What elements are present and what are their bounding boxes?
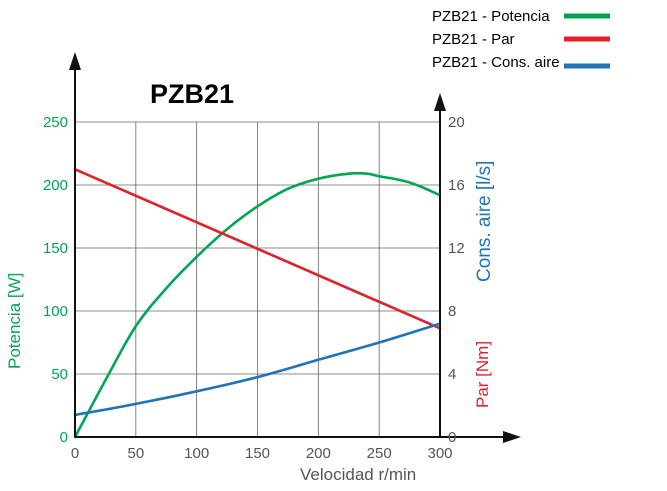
x-tick-label: 250 bbox=[367, 445, 392, 462]
legend-label-par: PZB21 - Par bbox=[432, 31, 515, 48]
right-y-tick-label: 8 bbox=[448, 303, 456, 320]
x-tick-label: 0 bbox=[71, 445, 79, 462]
legend: PZB21 - Potencia PZB21 - Par PZB21 - Con… bbox=[432, 8, 610, 71]
legend-label-cons-aire: PZB21 - Cons. aire bbox=[432, 54, 560, 71]
left-y-axis-label: Potencia [W] bbox=[5, 273, 24, 369]
right-y-axis-arrow bbox=[434, 93, 446, 111]
left-y-tick-label: 200 bbox=[43, 177, 68, 194]
x-tick-label: 150 bbox=[245, 445, 270, 462]
left-y-tick-label: 250 bbox=[43, 114, 68, 131]
right-y-tick-label: 16 bbox=[448, 177, 465, 194]
x-tick-label: 50 bbox=[127, 445, 144, 462]
right-y-tick-label: 4 bbox=[448, 366, 456, 383]
right-y-tick-label: 0 bbox=[448, 429, 456, 446]
right-y-axis-label-par: Par [Nm] bbox=[473, 341, 492, 408]
x-tick-label: 100 bbox=[184, 445, 209, 462]
x-axis-label: Velocidad r/min bbox=[300, 465, 416, 484]
x-tick-label: 300 bbox=[427, 445, 452, 462]
grid bbox=[75, 122, 440, 437]
x-axis-arrow bbox=[503, 431, 521, 443]
right-y-tick-label: 12 bbox=[448, 240, 465, 257]
chart-title: PZB21 bbox=[150, 79, 234, 109]
left-y-tick-label: 150 bbox=[43, 240, 68, 257]
left-y-tick-label: 100 bbox=[43, 303, 68, 320]
left-y-tick-label: 0 bbox=[60, 429, 68, 446]
legend-label-potencia: PZB21 - Potencia bbox=[432, 8, 550, 25]
right-y-tick-label: 20 bbox=[448, 114, 465, 131]
left-y-tick-label: 50 bbox=[51, 366, 68, 383]
x-tick-label: 200 bbox=[306, 445, 331, 462]
right-y-axis-label-cons-aire: Cons. aire [l/s] bbox=[474, 161, 495, 282]
left-y-axis-arrow bbox=[69, 52, 81, 70]
